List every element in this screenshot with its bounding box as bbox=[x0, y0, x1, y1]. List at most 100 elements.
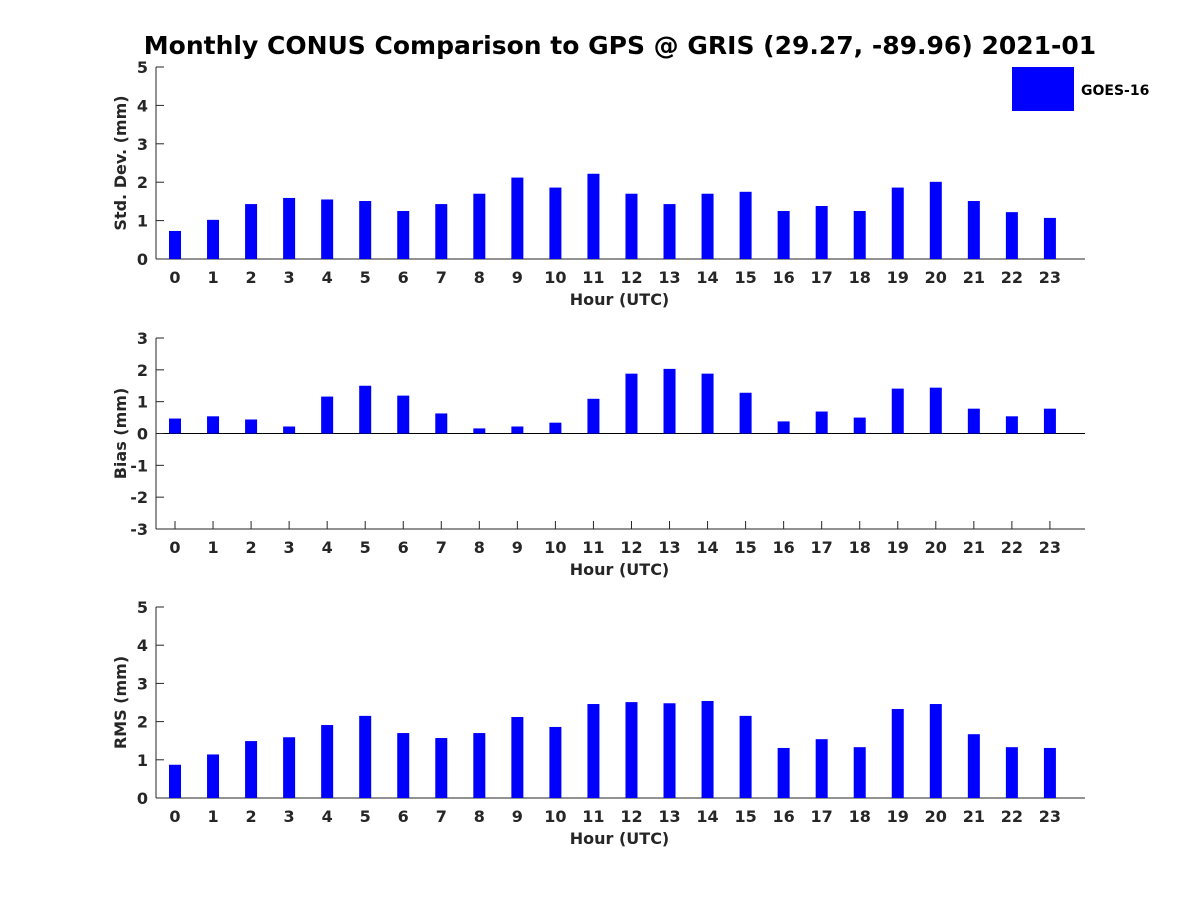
x-tick-label: 6 bbox=[398, 807, 409, 826]
bar-hour-0 bbox=[169, 418, 181, 434]
x-tick-label: 21 bbox=[963, 268, 985, 287]
x-tick-label: 15 bbox=[734, 538, 756, 557]
bar-hour-3 bbox=[283, 737, 296, 798]
bar-hour-21 bbox=[967, 408, 980, 434]
x-tick-label: 0 bbox=[169, 268, 180, 287]
bar-hour-14 bbox=[701, 193, 714, 259]
bar-hour-9 bbox=[511, 426, 524, 434]
bar-hour-16 bbox=[777, 421, 790, 434]
x-tick-label: 21 bbox=[963, 538, 985, 557]
x-axis-label: Hour (UTC) bbox=[570, 290, 670, 309]
bar-hour-16 bbox=[777, 747, 790, 798]
x-axis-label: Hour (UTC) bbox=[570, 560, 670, 579]
bar-hour-10 bbox=[549, 422, 562, 434]
bar-hour-20 bbox=[929, 704, 942, 798]
bar-hour-12 bbox=[625, 193, 638, 259]
bar-hour-11 bbox=[587, 398, 600, 434]
bar-hour-7 bbox=[435, 204, 448, 259]
bar-hour-23 bbox=[1043, 217, 1056, 259]
x-tick-label: 18 bbox=[849, 807, 871, 826]
x-tick-label: 3 bbox=[284, 807, 295, 826]
x-tick-label: 3 bbox=[284, 268, 295, 287]
bar-hour-15 bbox=[739, 392, 752, 434]
x-tick-label: 2 bbox=[246, 538, 257, 557]
bar-hour-4 bbox=[321, 396, 334, 434]
x-tick-label: 10 bbox=[544, 538, 566, 557]
x-tick-label: 22 bbox=[1001, 807, 1023, 826]
y-tick-label: 4 bbox=[137, 636, 148, 655]
x-tick-label: 9 bbox=[512, 268, 523, 287]
x-tick-label: 7 bbox=[436, 807, 447, 826]
x-tick-label: 13 bbox=[658, 807, 680, 826]
x-tick-label: 17 bbox=[811, 268, 833, 287]
bar-hour-8 bbox=[473, 193, 486, 259]
bar-hour-5 bbox=[359, 201, 372, 259]
x-tick-label: 13 bbox=[658, 538, 680, 557]
x-tick-label: 16 bbox=[773, 538, 795, 557]
x-tick-label: 18 bbox=[849, 538, 871, 557]
x-tick-label: 1 bbox=[207, 268, 218, 287]
x-tick-label: 11 bbox=[582, 807, 604, 826]
x-tick-label: 10 bbox=[544, 807, 566, 826]
bar-hour-12 bbox=[625, 373, 638, 434]
bar-hour-21 bbox=[967, 201, 980, 259]
y-tick-label: -2 bbox=[130, 488, 148, 507]
x-tick-label: 21 bbox=[963, 807, 985, 826]
bar-hour-15 bbox=[739, 715, 752, 798]
x-tick-label: 16 bbox=[773, 807, 795, 826]
bar-hour-8 bbox=[473, 733, 486, 798]
bar-hour-0 bbox=[169, 764, 181, 798]
y-tick-label: 0 bbox=[137, 789, 148, 808]
x-tick-label: 19 bbox=[887, 807, 909, 826]
bar-hour-4 bbox=[321, 199, 334, 259]
bar-hour-0 bbox=[169, 230, 181, 259]
bar-hour-20 bbox=[929, 181, 942, 259]
bar-hour-13 bbox=[663, 703, 676, 798]
x-tick-label: 4 bbox=[322, 807, 333, 826]
x-tick-label: 16 bbox=[773, 268, 795, 287]
bar-hour-3 bbox=[283, 197, 296, 259]
bar-hour-15 bbox=[739, 191, 752, 259]
bar-hour-13 bbox=[663, 368, 676, 434]
y-tick-label: 1 bbox=[137, 212, 148, 231]
bar-hour-18 bbox=[853, 747, 866, 798]
bar-hour-17 bbox=[815, 411, 828, 434]
bar-hour-11 bbox=[587, 173, 600, 259]
x-tick-label: 8 bbox=[474, 268, 485, 287]
x-tick-label: 20 bbox=[925, 807, 947, 826]
x-tick-label: 11 bbox=[582, 538, 604, 557]
x-tick-label: 20 bbox=[925, 268, 947, 287]
bar-hour-1 bbox=[207, 219, 220, 259]
x-tick-label: 15 bbox=[734, 807, 756, 826]
bar-hour-17 bbox=[815, 739, 828, 798]
y-tick-label: 5 bbox=[137, 58, 148, 77]
legend-swatch bbox=[1012, 67, 1074, 111]
x-tick-label: 22 bbox=[1001, 268, 1023, 287]
y-tick-label: 5 bbox=[137, 598, 148, 617]
y-tick-label: 0 bbox=[137, 425, 148, 444]
bar-hour-6 bbox=[397, 211, 410, 259]
bar-hour-2 bbox=[245, 204, 258, 259]
bar-hour-5 bbox=[359, 385, 372, 434]
bar-hour-22 bbox=[1005, 212, 1018, 259]
bar-hour-18 bbox=[853, 417, 866, 434]
x-tick-label: 4 bbox=[322, 268, 333, 287]
x-tick-label: 18 bbox=[849, 268, 871, 287]
y-axis-label: Bias (mm) bbox=[111, 388, 130, 480]
x-axis-label: Hour (UTC) bbox=[570, 829, 670, 848]
x-tick-label: 5 bbox=[360, 807, 371, 826]
bar-hour-7 bbox=[435, 738, 448, 798]
bar-hour-1 bbox=[207, 754, 220, 798]
x-tick-label: 14 bbox=[696, 807, 718, 826]
x-tick-label: 10 bbox=[544, 268, 566, 287]
y-tick-label: 2 bbox=[137, 173, 148, 192]
x-tick-label: 19 bbox=[887, 268, 909, 287]
x-tick-label: 1 bbox=[207, 807, 218, 826]
bar-hour-3 bbox=[283, 426, 296, 434]
legend-label: GOES-16 bbox=[1081, 83, 1149, 99]
bar-hour-11 bbox=[587, 704, 600, 798]
bar-hour-16 bbox=[777, 211, 790, 259]
